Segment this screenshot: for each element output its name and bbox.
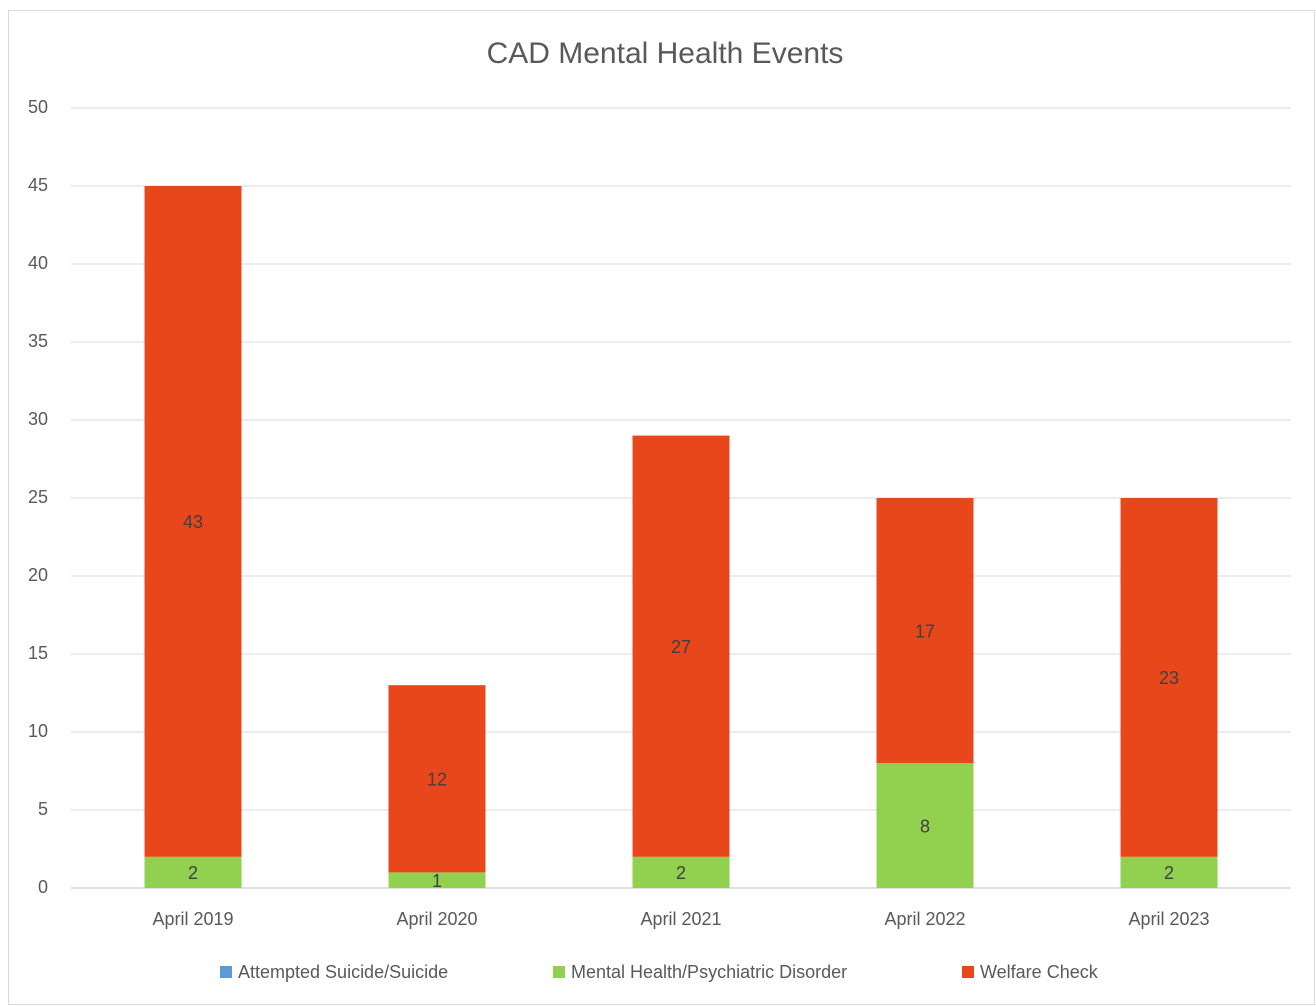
x-tick-label: April 2021 — [640, 909, 721, 929]
bar-segment — [388, 685, 486, 873]
bar-segment — [1120, 856, 1218, 888]
x-tick-label: April 2020 — [396, 909, 477, 929]
data-label: 17 — [915, 621, 935, 641]
y-tick-label: 10 — [28, 721, 48, 741]
legend-swatch — [553, 966, 565, 978]
bar-segment — [144, 186, 242, 857]
y-tick-label: 30 — [28, 409, 48, 429]
bar-segment — [1120, 498, 1218, 857]
y-tick-label: 5 — [38, 799, 48, 819]
y-tick-label: 20 — [28, 565, 48, 585]
legend-swatch — [962, 966, 974, 978]
x-tick-label: April 2023 — [1128, 909, 1209, 929]
bar-segment — [876, 763, 974, 888]
data-label: 23 — [1159, 668, 1179, 688]
data-label: 43 — [183, 512, 203, 532]
y-tick-label: 25 — [28, 487, 48, 507]
y-tick-label: 15 — [28, 643, 48, 663]
bar-segment — [876, 498, 974, 764]
legend-label: Welfare Check — [980, 962, 1099, 982]
bar-segment — [388, 872, 486, 888]
data-label: 2 — [188, 863, 198, 883]
chart-title: CAD Mental Health Events — [487, 37, 844, 70]
legend-label: Mental Health/Psychiatric Disorder — [571, 962, 847, 982]
x-tick-label: April 2019 — [152, 909, 233, 929]
data-label: 2 — [1164, 863, 1174, 883]
data-label: 27 — [671, 637, 691, 657]
y-tick-label: 35 — [28, 331, 48, 351]
bar-segment — [144, 856, 242, 888]
bar-segment — [632, 856, 730, 888]
data-label: 1 — [432, 871, 442, 891]
y-tick-label: 0 — [38, 877, 48, 897]
data-label: 2 — [676, 863, 686, 883]
x-tick-label: April 2022 — [884, 909, 965, 929]
data-label: 12 — [427, 770, 447, 790]
legend-label: Attempted Suicide/Suicide — [238, 962, 448, 982]
bar-segment — [632, 435, 730, 857]
legend-swatch — [220, 966, 232, 978]
y-tick-label: 45 — [28, 175, 48, 195]
data-label: 8 — [920, 816, 930, 836]
y-tick-label: 50 — [28, 97, 48, 117]
y-tick-label: 40 — [28, 253, 48, 273]
